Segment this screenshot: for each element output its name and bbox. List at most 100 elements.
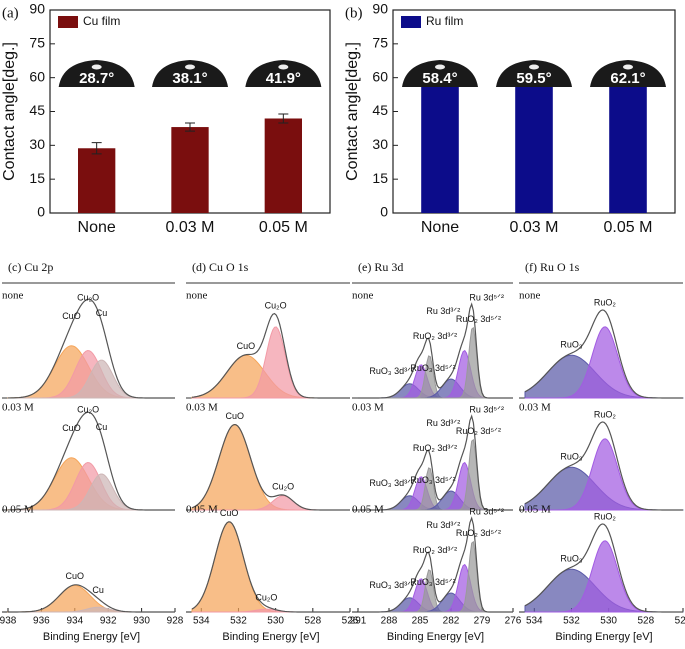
x-tick-label: 276 — [505, 616, 522, 627]
droplet — [402, 60, 478, 87]
spectrum-label: none — [186, 290, 208, 302]
component-label: RuO₃ — [560, 553, 583, 563]
x-tick-label: 0.05 M — [259, 219, 308, 236]
droplet-label: 59.5° — [516, 70, 551, 87]
x-tick-label: 526 — [675, 616, 685, 627]
component-label: CuO — [62, 311, 81, 321]
component-label: Cu — [96, 422, 108, 432]
y-tick-label: 0 — [37, 204, 45, 220]
droplet-glint — [529, 64, 539, 70]
envelope — [358, 302, 513, 399]
x-tick-label: 526 — [342, 616, 359, 627]
x-tick-label: 928 — [167, 616, 184, 627]
component-label: CuO — [62, 423, 81, 433]
envelope — [358, 516, 513, 613]
component-label: RuO₃ 3d⁵ᐟ² — [410, 577, 455, 587]
x-tick-label: 288 — [381, 616, 398, 627]
droplet — [590, 60, 666, 87]
panel-title: (d) Cu O 1s — [192, 260, 249, 274]
envelope — [191, 521, 350, 613]
component-label: RuO₂ — [594, 409, 617, 419]
x-tick-label: None — [78, 219, 116, 236]
error-bar — [91, 142, 102, 155]
droplet-glint — [623, 64, 633, 70]
x-tick-label: 0.03 M — [510, 219, 559, 236]
spectrum-label: 0.05 M — [519, 504, 551, 516]
bar — [421, 81, 459, 213]
spectrum-label: 0.03 M — [2, 402, 34, 414]
spectrum-label: none — [352, 290, 374, 302]
x-tick-label: 0.05 M — [604, 219, 653, 236]
x-tick-label: 285 — [412, 616, 429, 627]
legend-swatch — [401, 16, 421, 28]
component-label: Cu₂O — [272, 481, 294, 491]
legend-label: Ru film — [426, 14, 463, 28]
spectrum-label: 0.05 M — [352, 504, 384, 516]
droplet-glint — [185, 64, 195, 70]
droplet-label: 38.1° — [172, 70, 207, 87]
droplet — [496, 60, 572, 87]
x-axis-label: Binding Energy [eV] — [387, 631, 484, 643]
envelope — [524, 421, 683, 511]
component-label: RuO₃ 3d⁵ᐟ² — [410, 363, 455, 373]
component-label: RuO₂ — [594, 511, 617, 521]
envelope — [7, 411, 175, 511]
spectrum-label: 0.03 M — [352, 402, 384, 414]
component-label: RuO₂ 3d³ᐟ² — [413, 443, 457, 453]
component-label: Cu — [96, 308, 108, 318]
droplet — [245, 60, 322, 87]
droplet-label: 58.4° — [422, 70, 457, 87]
legend-swatch — [58, 16, 78, 28]
x-axis-label: Binding Energy [eV] — [555, 631, 652, 643]
panel-label: (b) — [345, 5, 363, 21]
y-tick-label: 15 — [372, 170, 388, 186]
component-label: Cu — [92, 585, 104, 595]
x-tick-label: 534 — [526, 616, 543, 627]
component-label: RuO₂ 3d⁵ᐟ² — [456, 528, 501, 538]
component-label: Ru 3d³ᐟ² — [426, 520, 460, 530]
y-tick-label: 75 — [372, 35, 388, 51]
component-label: Cu₂O — [255, 593, 277, 603]
y-tick-label: 30 — [372, 136, 388, 152]
envelope — [358, 414, 513, 511]
component-label: Cu₂O — [265, 301, 287, 311]
y-tick-label: 60 — [372, 68, 388, 84]
x-tick-label: 532 — [230, 616, 247, 627]
envelope — [7, 584, 175, 613]
spectrum-label: 0.03 M — [519, 402, 551, 414]
envelope — [524, 523, 683, 613]
y-tick-label: 90 — [29, 1, 45, 17]
droplet — [58, 60, 135, 87]
x-tick-label: 291 — [350, 616, 367, 627]
component-label: Cu₂O — [77, 292, 99, 302]
spectrum-label: none — [519, 290, 541, 302]
y-tick-label: 0 — [380, 204, 388, 220]
envelope — [191, 312, 350, 399]
x-tick-label: 936 — [33, 616, 50, 627]
droplet-label: 28.7° — [79, 70, 114, 87]
component-label: RuO₂ 3d³ᐟ² — [413, 545, 457, 555]
droplet-glint — [91, 64, 102, 70]
component-label: RuO₃ 3d³ᐟ² — [369, 478, 414, 488]
component-label: CuO — [237, 341, 256, 351]
spectrum-label: 0.05 M — [2, 504, 34, 516]
component-label: RuO₂ — [594, 297, 617, 307]
y-tick-label: 90 — [372, 1, 388, 17]
component-label: RuO₂ 3d⁵ᐟ² — [456, 314, 501, 324]
error-bar — [278, 113, 289, 124]
component-label: CuO — [220, 508, 239, 518]
component-label: RuO₃ 3d³ᐟ² — [369, 366, 414, 376]
bar — [171, 127, 209, 213]
component-label: Ru 3d³ᐟ² — [426, 306, 460, 316]
x-axis-label: Binding Energy [eV] — [222, 631, 319, 643]
component-label: RuO₃ — [560, 339, 583, 349]
component-label: CuO — [66, 571, 85, 581]
x-tick-label: 528 — [304, 616, 321, 627]
droplet-glint — [278, 64, 289, 70]
y-tick-label: 15 — [29, 170, 45, 186]
x-tick-label: 934 — [66, 616, 83, 627]
component-label: RuO₂ 3d³ᐟ² — [413, 331, 457, 341]
bar — [515, 78, 553, 214]
bar — [264, 118, 302, 213]
